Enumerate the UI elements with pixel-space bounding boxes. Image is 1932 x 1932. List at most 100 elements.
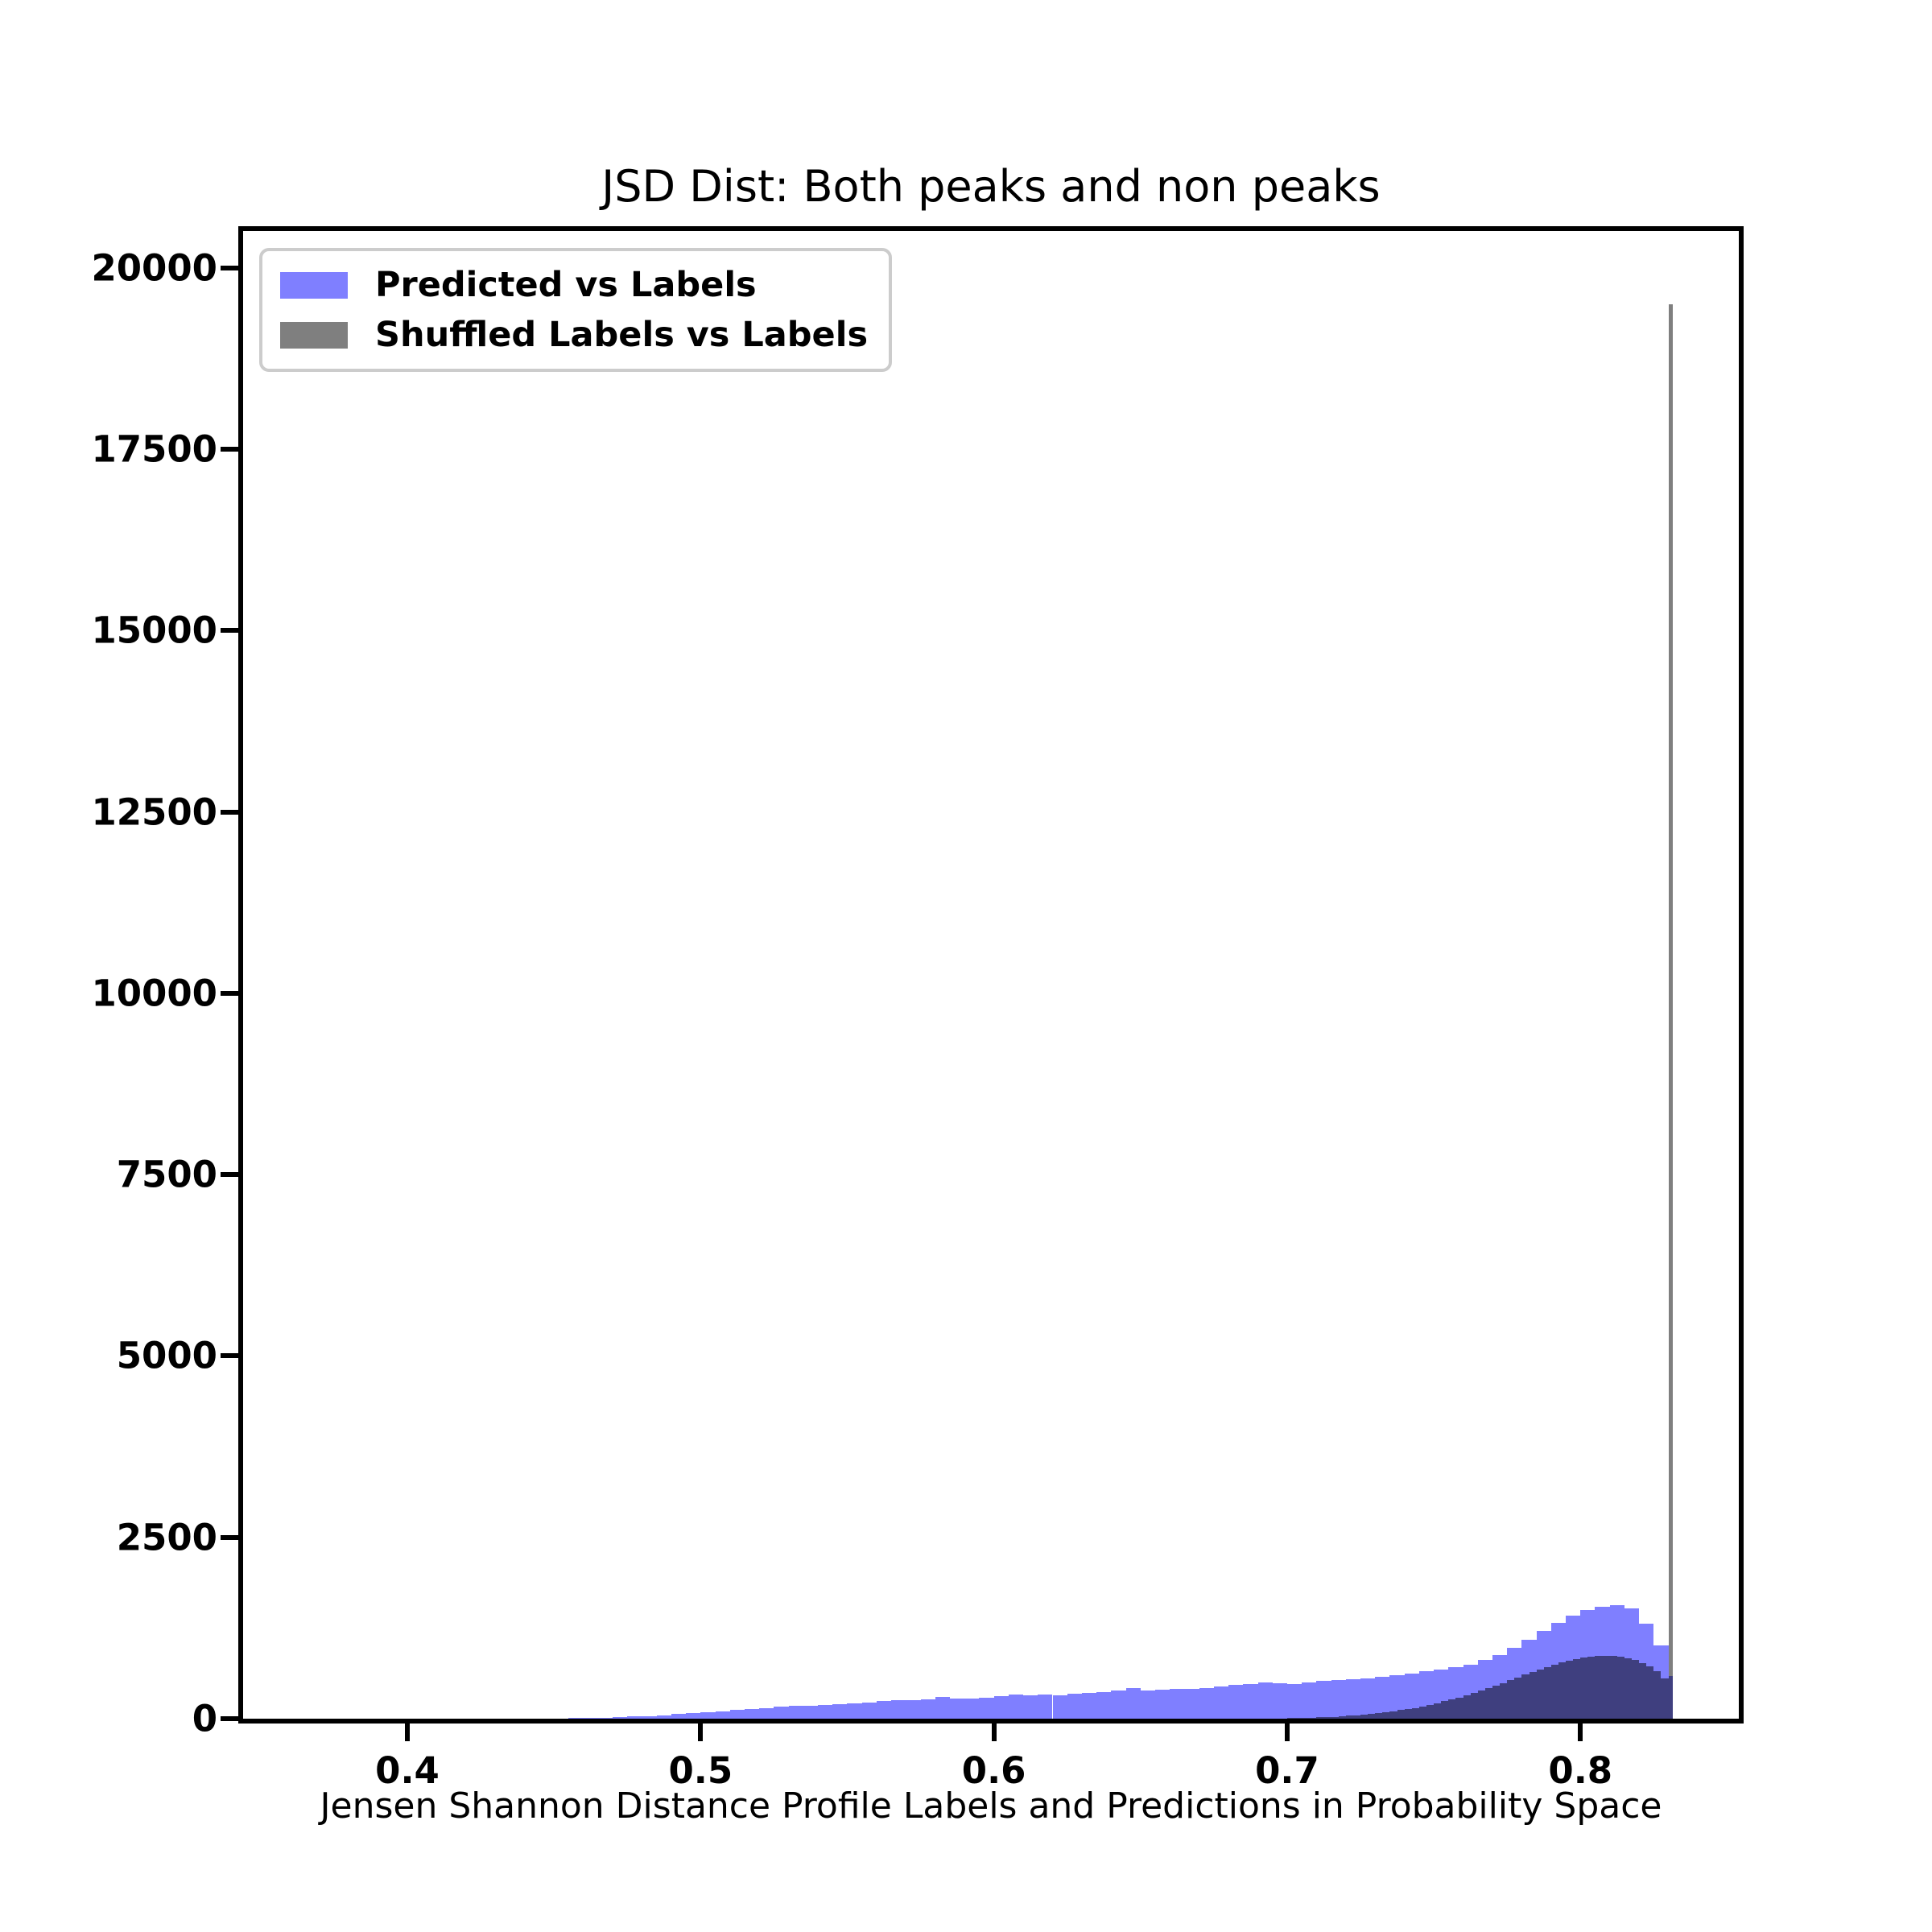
histogram-bar-predicted	[1331, 1679, 1346, 1719]
histogram-bar-predicted	[597, 1717, 613, 1719]
histogram-bar-shuffled	[1661, 1678, 1669, 1719]
histogram-bar-predicted	[744, 1709, 760, 1719]
histogram-bar-predicted	[1404, 1673, 1419, 1719]
histogram-bar-shuffled	[1397, 1710, 1405, 1719]
histogram-bar-predicted	[627, 1716, 642, 1719]
histogram-bar-shuffled	[1368, 1713, 1376, 1719]
histogram-bar-predicted	[1199, 1687, 1214, 1719]
histogram-bar-predicted	[1125, 1687, 1141, 1719]
histogram-bar-shuffled	[1331, 1716, 1339, 1719]
y-tick-mark	[221, 265, 238, 270]
histogram-bar-shuffled	[1309, 1717, 1317, 1719]
histogram-bar-predicted	[656, 1715, 671, 1719]
histogram-bar-predicted	[715, 1711, 730, 1719]
histogram-bar-predicted	[1257, 1682, 1273, 1719]
histogram-bar-shuffled	[1595, 1655, 1603, 1719]
histogram-bar-predicted	[700, 1711, 716, 1719]
y-tick-mark	[221, 1172, 238, 1178]
y-tick-label: 20000	[91, 246, 217, 290]
histogram-bar-predicted	[729, 1710, 745, 1719]
histogram-bar-predicted	[979, 1697, 994, 1719]
histogram-bar-shuffled	[1668, 304, 1674, 1719]
y-tick-mark	[221, 990, 238, 996]
x-tick-mark	[1284, 1724, 1290, 1741]
histogram-bar-predicted	[1008, 1695, 1024, 1719]
x-axis-label: Jensen Shannon Distance Profile Labels a…	[320, 1785, 1662, 1827]
histogram-bar-shuffled	[1616, 1656, 1624, 1719]
y-tick-label: 17500	[91, 427, 217, 471]
histogram-bar-shuffled	[1294, 1718, 1302, 1719]
y-tick-mark	[221, 1716, 238, 1721]
y-tick-label: 0	[192, 1697, 217, 1740]
y-tick-mark	[221, 1353, 238, 1359]
histogram-bar-shuffled	[1352, 1715, 1361, 1719]
x-tick-mark	[698, 1724, 704, 1741]
histogram-bar-shuffled	[1448, 1699, 1456, 1719]
histogram-bar-shuffled	[1338, 1716, 1346, 1719]
y-tick-label: 5000	[116, 1334, 217, 1377]
x-tick-mark	[991, 1724, 997, 1741]
histogram-bar-shuffled	[1411, 1707, 1419, 1719]
histogram-bar-predicted	[1111, 1690, 1126, 1719]
histogram-bar-predicted	[935, 1697, 950, 1719]
histogram-bar-shuffled	[1653, 1671, 1662, 1719]
histogram-bar-shuffled	[1646, 1666, 1654, 1719]
histogram-bar-shuffled	[1382, 1711, 1390, 1719]
x-tick-label: 0.4	[375, 1749, 440, 1792]
histogram-bar-predicted	[847, 1703, 862, 1719]
histogram-bar-shuffled	[1507, 1680, 1515, 1719]
histogram-bar-predicted	[993, 1696, 1009, 1719]
histogram-bar-predicted	[686, 1713, 701, 1719]
histogram-bar-predicted	[1316, 1681, 1331, 1719]
histogram-bar-shuffled	[1426, 1704, 1435, 1719]
histogram-bar-shuffled	[1434, 1703, 1442, 1719]
histogram-bar-predicted	[818, 1705, 833, 1719]
histogram-bar-shuffled	[1639, 1662, 1647, 1719]
x-tick-label: 0.5	[668, 1749, 733, 1792]
histogram-bar-shuffled	[1323, 1717, 1331, 1719]
histogram-bar-shuffled	[1558, 1662, 1567, 1719]
x-tick-mark	[1578, 1724, 1583, 1741]
histogram-bar-predicted	[1213, 1686, 1229, 1719]
histogram-bar-predicted	[1067, 1694, 1082, 1719]
histogram-bar-predicted	[568, 1718, 584, 1719]
histogram-bar-predicted	[1140, 1690, 1155, 1719]
histogram-bar-shuffled	[1345, 1715, 1353, 1719]
histogram-bar-shuffled	[1360, 1714, 1368, 1719]
histogram-bar-predicted	[1081, 1693, 1097, 1719]
histogram-bar-predicted	[1360, 1678, 1376, 1719]
histogram-bars	[243, 231, 1739, 1719]
histogram-bar-predicted	[788, 1706, 803, 1719]
histogram-bar-predicted	[1096, 1692, 1112, 1719]
histogram-bar-shuffled	[1587, 1656, 1596, 1719]
histogram-bar-predicted	[774, 1707, 789, 1719]
histogram-bar-shuffled	[1441, 1701, 1449, 1719]
y-tick-mark	[221, 447, 238, 452]
histogram-bar-predicted	[1023, 1695, 1038, 1719]
histogram-bar-shuffled	[1389, 1711, 1397, 1719]
legend-label-shuffled: Shuffled Labels vs Labels	[375, 315, 869, 355]
histogram-bar-predicted	[642, 1715, 657, 1719]
histogram-bar-shuffled	[1632, 1660, 1640, 1719]
legend: Predicted vs Labels Shuffled Labels vs L…	[259, 248, 893, 372]
histogram-bar-shuffled	[1536, 1669, 1544, 1719]
histogram-bar-shuffled	[1602, 1655, 1610, 1719]
legend-swatch-shuffled-icon	[280, 321, 348, 349]
histogram-bar-predicted	[1302, 1682, 1317, 1719]
y-tick-mark	[221, 628, 238, 634]
legend-swatch-predicted-icon	[280, 271, 348, 299]
histogram-bar-predicted	[1228, 1685, 1244, 1719]
histogram-bar-shuffled	[1484, 1688, 1492, 1719]
histogram-bar-predicted	[920, 1699, 935, 1719]
histogram-bar-predicted	[759, 1707, 774, 1719]
y-tick-mark	[221, 809, 238, 815]
histogram-bar-predicted	[964, 1698, 980, 1719]
y-tick-label: 7500	[116, 1153, 217, 1196]
x-tick-mark	[405, 1724, 411, 1741]
histogram-bar-predicted	[1375, 1677, 1390, 1719]
histogram-bar-predicted	[613, 1717, 628, 1719]
histogram-bar-predicted	[583, 1718, 598, 1719]
histogram-bar-predicted	[1272, 1682, 1287, 1719]
histogram-bar-predicted	[1243, 1683, 1258, 1719]
